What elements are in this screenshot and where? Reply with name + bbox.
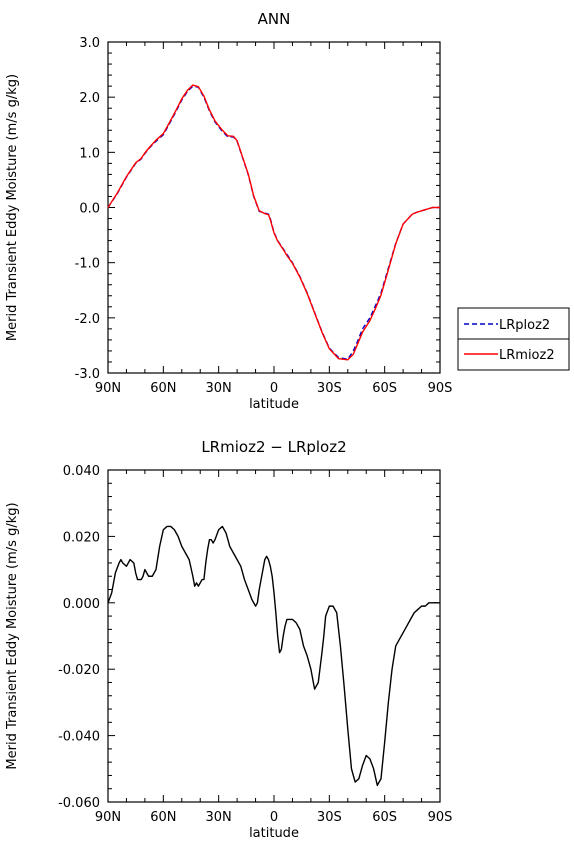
y-tick-label: 0.040 xyxy=(63,464,100,479)
legend-label-lrmioz2: LRmioz2 xyxy=(499,348,555,363)
x-tick-label: 60N xyxy=(150,381,176,396)
chart-title: ANN xyxy=(258,10,291,28)
x-tick-label: 90N xyxy=(95,381,121,396)
x-tick-label: 60S xyxy=(372,810,397,825)
series-line-lrmioz2 xyxy=(107,84,440,361)
y-axis-label: Merid Transient Eddy Moisture (m/s g/kg) xyxy=(5,502,20,769)
plot-frame xyxy=(107,469,441,803)
chart-title: LRmioz2 − LRploz2 xyxy=(201,438,346,456)
x-tick-label: 0 xyxy=(270,381,278,396)
y-tick-label: 2.0 xyxy=(79,91,100,106)
y-tick-label: 0.0 xyxy=(79,202,100,217)
y-tick-label: -0.040 xyxy=(58,730,100,745)
x-tick-label: 30N xyxy=(206,810,232,825)
x-tick-label: 30N xyxy=(206,381,232,396)
x-tick-label: 90S xyxy=(428,381,453,396)
x-tick-label: 60N xyxy=(150,810,176,825)
x-axis-label: latitude xyxy=(249,397,299,412)
y-tick-label: -1.0 xyxy=(75,257,100,272)
x-tick-label: 0 xyxy=(270,810,278,825)
x-tick-label: 30S xyxy=(317,810,342,825)
x-axis-label: latitude xyxy=(249,826,299,841)
y-tick-label: -0.020 xyxy=(58,663,100,678)
plot-frame xyxy=(107,41,441,374)
y-tick-label: 0.020 xyxy=(63,530,100,545)
y-tick-label: -2.0 xyxy=(75,312,100,327)
legend: LRploz2 LRmioz2 xyxy=(457,307,570,371)
series-line-lrploz2 xyxy=(107,85,440,360)
chart-panel-1: ANN 90N 60N 30N 0 30S 60S 90S -3.0 -2.0 -1.0 0.0 1.0… xyxy=(5,10,570,412)
y-tick-label: 3.0 xyxy=(79,36,100,51)
x-tick-label: 90N xyxy=(95,810,121,825)
x-tick-label: 30S xyxy=(317,381,342,396)
y-tick-label: 0.000 xyxy=(63,597,100,612)
y-tick-label: -3.0 xyxy=(75,367,100,382)
series-line-difference xyxy=(107,525,440,787)
chart-panel-2: LRmioz2 − LRploz2 90N 60N 30N 0 30S 60S 90S -0.0… xyxy=(5,438,452,841)
y-axis-label: Merid Transient Eddy Moisture (m/s g/kg) xyxy=(5,74,20,341)
x-tick-label: 90S xyxy=(428,810,453,825)
legend-label-lrploz2: LRploz2 xyxy=(499,318,550,333)
x-tick-label: 60S xyxy=(372,381,397,396)
y-tick-label: 1.0 xyxy=(79,146,100,161)
y-tick-label: -0.060 xyxy=(58,796,100,811)
